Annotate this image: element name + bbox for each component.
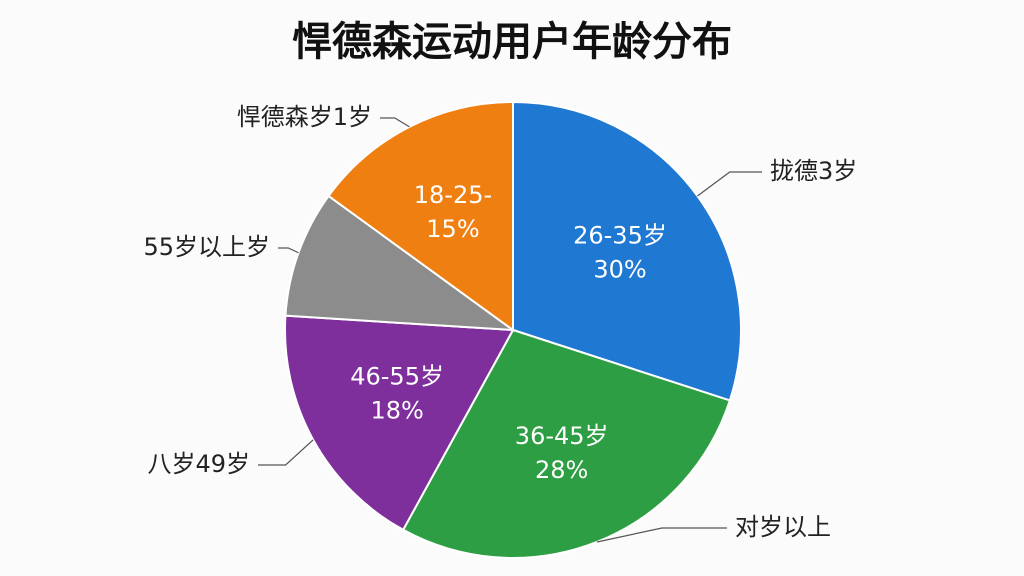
- pie-slice: [284, 194, 517, 332]
- slice-category: 36-45岁: [515, 422, 609, 450]
- slice-category: 18-25-: [414, 181, 492, 209]
- leader-line: [258, 439, 314, 466]
- slice-value-label: 28%: [535, 456, 588, 484]
- leader-line: [278, 247, 299, 254]
- slice-value-label: 30%: [593, 255, 646, 283]
- slice-value-label: 15%: [426, 215, 479, 243]
- leader-line: [596, 527, 727, 543]
- outer-label: 拢德3岁: [770, 157, 857, 185]
- outer-label: 八岁49岁: [147, 450, 250, 478]
- pie-slice: [401, 328, 732, 559]
- slice-category: 46-55岁: [350, 363, 444, 391]
- slice-category: 26-35岁: [573, 221, 667, 249]
- outer-label: 对岁以上: [735, 513, 831, 541]
- pie-slice: [284, 314, 515, 532]
- outer-label: 悍德森岁1岁: [237, 103, 372, 131]
- chart-title: 悍德森运动用户年龄分布: [292, 19, 732, 65]
- leader-line: [697, 171, 762, 197]
- outer-label: 55岁以上岁: [143, 233, 270, 261]
- pie-slice: [512, 100, 742, 402]
- slice-value-label: 18%: [370, 397, 423, 425]
- leader-line: [380, 117, 410, 128]
